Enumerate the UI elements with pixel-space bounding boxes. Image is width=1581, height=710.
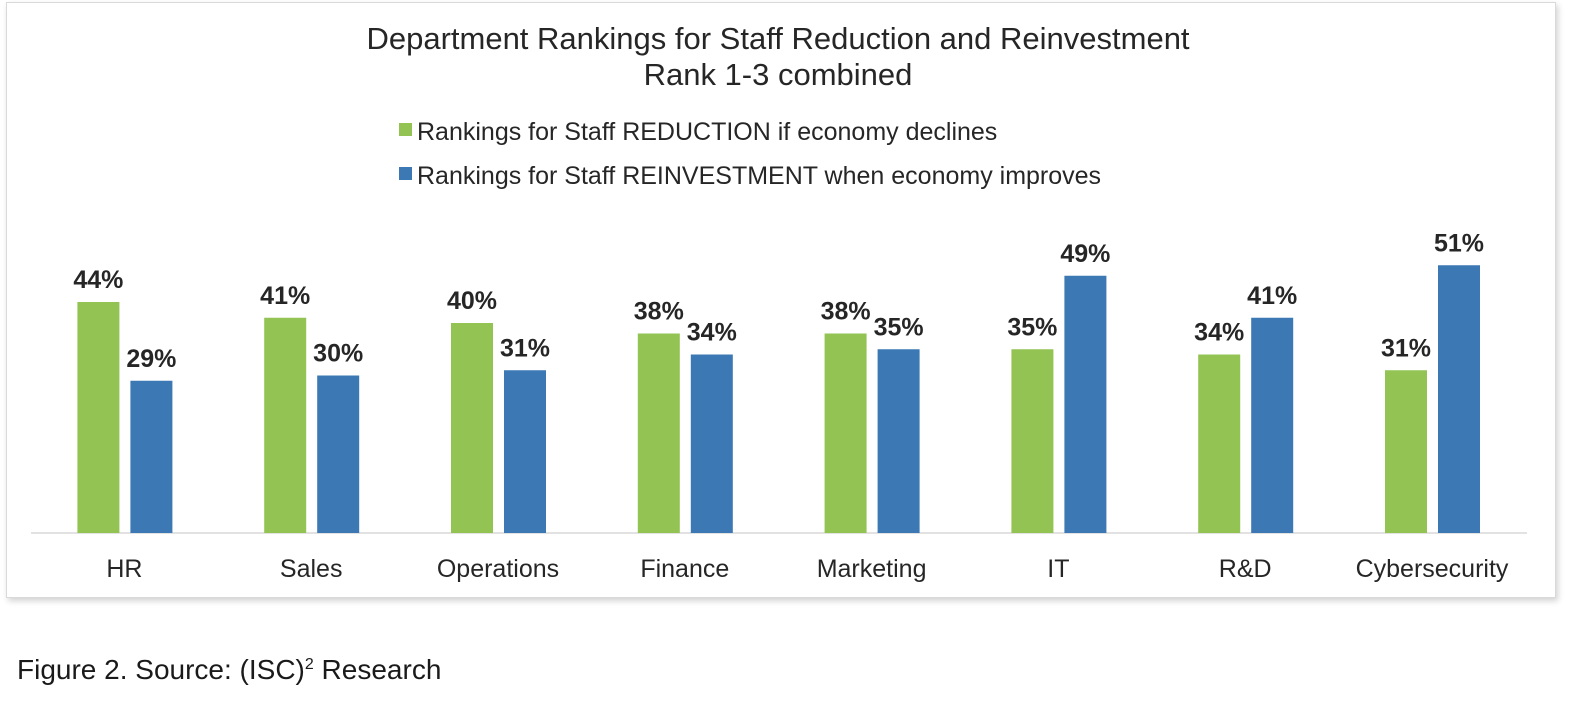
value-label-marketing-reinvestment: 35% — [874, 313, 924, 341]
bar-hr-reinvestment — [130, 380, 173, 533]
chart-frame: Department Rankings for Staff Reduction … — [6, 2, 1556, 598]
chart-subtitle: Rank 1-3 combined — [644, 57, 913, 92]
value-label-operations-reinvestment: 31% — [500, 334, 550, 362]
caption-suffix: Research — [313, 654, 442, 685]
bar-it-reduction — [1011, 349, 1054, 533]
category-label-r-d: R&D — [1219, 555, 1272, 583]
legend-swatch-reduction — [399, 123, 412, 136]
value-label-r-d-reduction: 34% — [1194, 319, 1244, 347]
caption-prefix: Figure 2. Source: (ISC) — [17, 654, 305, 685]
legend-label-reduction: Rankings for Staff REDUCTION if economy … — [417, 118, 997, 146]
bar-operations-reinvestment — [504, 370, 546, 533]
bar-sales-reinvestment — [317, 375, 360, 533]
bar-marketing-reinvestment — [877, 349, 920, 533]
bar-chart: Department Rankings for Staff Reduction … — [31, 21, 1527, 583]
category-label-sales: Sales — [280, 555, 343, 583]
value-label-it-reinvestment: 49% — [1060, 240, 1110, 268]
bar-marketing-reduction — [824, 333, 867, 533]
figure-caption: Figure 2. Source: (ISC)2 Research — [17, 654, 441, 686]
value-label-cybersecurity-reinvestment: 51% — [1434, 229, 1484, 257]
value-label-cybersecurity-reduction: 31% — [1381, 334, 1431, 362]
bar-hr-reduction — [77, 302, 120, 533]
legend: Rankings for Staff REDUCTION if economy … — [399, 118, 1101, 190]
value-label-finance-reinvestment: 34% — [687, 319, 737, 347]
value-label-sales-reinvestment: 30% — [313, 340, 363, 368]
bar-finance-reduction — [637, 333, 680, 533]
chart-title: Department Rankings for Staff Reduction … — [366, 21, 1189, 56]
value-label-r-d-reinvestment: 41% — [1247, 282, 1297, 310]
value-label-sales-reduction: 41% — [260, 282, 310, 310]
bar-cybersecurity-reduction — [1385, 370, 1427, 533]
value-label-it-reduction: 35% — [1007, 313, 1057, 341]
category-label-hr: HR — [106, 555, 142, 583]
legend-label-reinvestment: Rankings for Staff REINVESTMENT when eco… — [417, 162, 1101, 190]
category-label-finance: Finance — [640, 555, 729, 583]
bar-r-d-reinvestment — [1251, 317, 1294, 533]
value-label-marketing-reduction: 38% — [821, 298, 871, 326]
legend-swatch-reinvestment — [399, 167, 412, 180]
category-labels-layer: HR Sales Operations Finance Marketing IT R&D Cy… — [106, 555, 1509, 583]
caption-superscript: 2 — [304, 656, 314, 673]
bar-cybersecurity-reinvestment — [1438, 265, 1480, 533]
bar-sales-reduction — [264, 317, 307, 533]
category-label-marketing: Marketing — [817, 555, 927, 583]
category-label-cybersecurity: Cybersecurity — [1356, 555, 1509, 583]
value-label-hr-reinvestment: 29% — [126, 345, 176, 373]
value-label-operations-reduction: 40% — [447, 287, 497, 315]
category-label-it: IT — [1047, 555, 1069, 583]
value-label-finance-reduction: 38% — [634, 298, 684, 326]
bar-operations-reduction — [451, 323, 493, 533]
bar-finance-reinvestment — [690, 354, 733, 533]
bar-r-d-reduction — [1198, 354, 1241, 533]
value-label-hr-reduction: 44% — [73, 266, 123, 294]
bars-layer — [77, 265, 1480, 533]
category-label-operations: Operations — [437, 555, 559, 583]
value-labels-layer: 44%29%41%30%40%31%38%34%38%35% 35%49%34%4… — [73, 229, 1484, 373]
bar-it-reinvestment — [1064, 275, 1107, 533]
